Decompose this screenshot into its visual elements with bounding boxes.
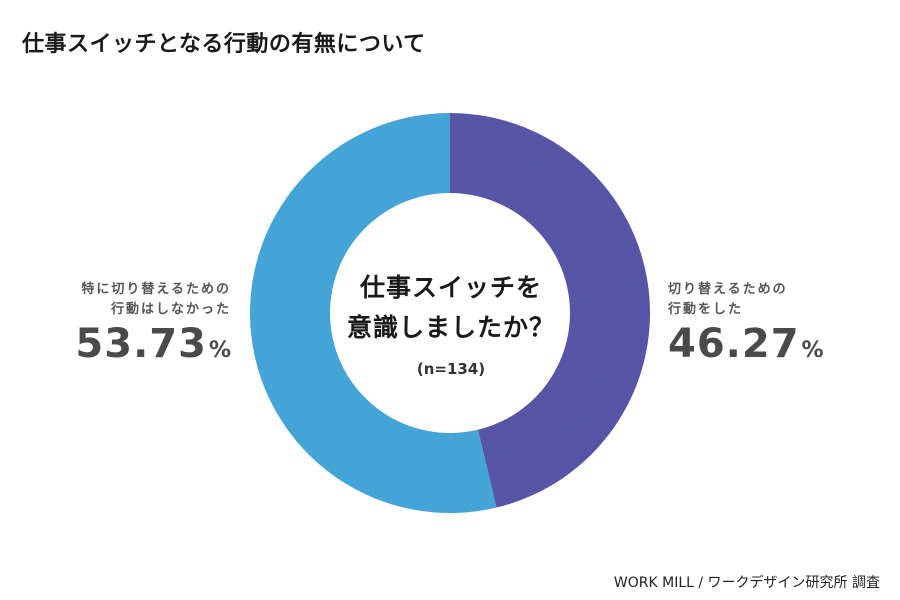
slice-value-took-action-number: 46.27 — [668, 321, 800, 367]
slice-label-took-action-line-1: 切り替えるための — [668, 282, 788, 297]
slice-label-took-action-line-2: 行動をした — [668, 302, 744, 317]
chart-title: 仕事スイッチとなる行動の有無について — [22, 32, 426, 57]
slice-label-took-action: 切り替えるための 行動をした 46.27% — [668, 280, 824, 374]
donut-slice-took-action — [450, 113, 650, 508]
slice-value-took-action: 46.27% — [668, 322, 824, 374]
slice-value-no-action-number: 53.73 — [75, 321, 207, 367]
source-credit: WORK MILL / ワークデザイン研究所 調査 — [613, 575, 880, 591]
donut-slice-no-action — [249, 113, 497, 513]
slice-label-no-action-line-1: 特に切り替えるための — [81, 282, 231, 297]
slice-label-no-action: 特に切り替えるための 行動はしなかった 53.73% — [75, 280, 231, 374]
center-question-line-2: 意識しましたか？ — [346, 313, 555, 342]
sample-size: (n=134) — [416, 360, 486, 378]
slice-value-no-action: 53.73% — [75, 322, 231, 374]
donut-center: 仕事スイッチを 意識しましたか？ (n=134) — [331, 268, 571, 378]
slice-label-no-action-line-2: 行動はしなかった — [110, 302, 231, 317]
center-question-line-1: 仕事スイッチを — [359, 273, 542, 302]
slice-value-took-action-unit: % — [801, 338, 824, 363]
slice-value-no-action-unit: % — [208, 338, 231, 363]
